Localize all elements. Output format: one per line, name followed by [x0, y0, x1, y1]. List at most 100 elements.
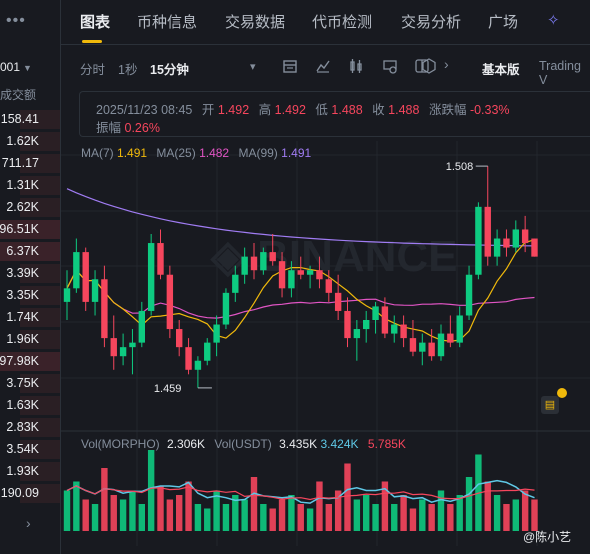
active-tab-indicator [82, 40, 102, 43]
turnover-header: 成交额 [0, 88, 37, 102]
vol-ma2-line [66, 485, 535, 501]
volume-bar [456, 495, 463, 531]
candle-body [101, 279, 108, 339]
close-label: 收 [372, 103, 385, 117]
indicator-settings-icon[interactable] [381, 57, 399, 75]
turnover-value: 3.35K [6, 288, 39, 302]
turnover-row[interactable]: 2.62K [0, 197, 60, 218]
turnover-row[interactable]: 1.63K [0, 395, 60, 416]
tab-token-info[interactable]: 币种信息 [137, 14, 198, 31]
chevron-right-icon[interactable]: › [26, 515, 31, 531]
volume-legend: Vol(MORPHO) 2.306K Vol(USDT) 3.435K 3.42… [81, 437, 406, 451]
candle-body [91, 279, 99, 302]
turnover-row[interactable]: 97.98K [0, 351, 60, 372]
turnover-row[interactable]: 1.96K [0, 329, 60, 350]
turnover-row-bg [0, 220, 60, 239]
turnover-row-bg [0, 242, 60, 261]
turnover-row[interactable]: 1.93K [0, 461, 60, 482]
candle-body [325, 279, 332, 293]
turnover-value: 1.62K [6, 134, 39, 148]
tradingview-toggle[interactable]: Trading V [539, 59, 581, 87]
turnover-row[interactable]: 3.54K [0, 439, 60, 460]
volume-bar [204, 508, 211, 531]
candle-body [521, 229, 529, 244]
chart-toolbar: 分时 1秒 15分钟 ▾ › 基本版 Trading V [61, 44, 590, 87]
interval-timeline[interactable]: 分时 [80, 63, 106, 77]
tab-token-check[interactable]: 代币检测 [312, 14, 373, 31]
layout-icon[interactable] [413, 57, 431, 75]
candle-body [456, 315, 463, 343]
line-chart-icon[interactable] [314, 57, 332, 75]
tab-square[interactable]: 广场 [488, 14, 519, 31]
interval-dropdown-icon[interactable]: ▾ [250, 61, 256, 73]
turnover-row[interactable]: 96.51K [0, 219, 60, 240]
volume-bar [166, 499, 174, 531]
notification-icon[interactable]: ▤ [541, 396, 559, 414]
turnover-value: 2.62K [6, 200, 39, 214]
turnover-row[interactable]: 1.74K [0, 307, 60, 328]
more-dots-icon[interactable]: ••• [6, 12, 26, 29]
turnover-row[interactable]: 190.09 [0, 483, 60, 504]
volume-bar [297, 504, 304, 531]
turnover-row[interactable]: 1.62K [0, 131, 60, 152]
turnover-value: 96.51K [0, 222, 39, 236]
interval-15m[interactable]: 15分钟 [150, 63, 189, 77]
pair-selector[interactable]: 001 ▼ [0, 60, 32, 74]
amplitude-value: 0.26% [124, 121, 160, 135]
candle-body [222, 292, 230, 325]
volume-bar [147, 450, 155, 531]
turnover-row[interactable]: 3.35K [0, 285, 60, 306]
volume-bar [129, 490, 136, 531]
ohlc-info-panel: 2025/11/23 08:45 开 1.492 高 1.492 低 1.488… [79, 91, 590, 137]
top-nav: 图表 币种信息 交易数据 代币检测 交易分析 广场 [61, 0, 590, 45]
basic-view-toggle[interactable]: 基本版 [482, 63, 520, 77]
vol-usdt-label: Vol(USDT) [214, 437, 272, 451]
chevron-right-icon[interactable]: › [444, 56, 449, 72]
tab-trade-analysis[interactable]: 交易分析 [401, 14, 462, 31]
candle-body [381, 306, 389, 334]
candlestick-icon[interactable] [347, 57, 365, 75]
turnover-row[interactable]: 2.83K [0, 417, 60, 438]
volume-bar [493, 495, 501, 531]
candle-body [232, 274, 239, 293]
candle-body [138, 310, 145, 343]
volume-bar [213, 490, 220, 531]
candle-body [409, 338, 417, 352]
volume-bar [91, 504, 99, 531]
calendar-icon[interactable] [281, 57, 299, 75]
candle-body [157, 243, 164, 275]
turnover-row[interactable]: 3.39K [0, 263, 60, 284]
candle-body [334, 292, 342, 311]
ma25-label: MA(25) [156, 146, 196, 160]
candle-body [419, 342, 426, 352]
turnover-row[interactable]: 3.75K [0, 373, 60, 394]
high-label: 高 [258, 103, 272, 117]
volume-bar [157, 486, 164, 531]
volume-bar [119, 499, 127, 531]
volume-bar [82, 499, 89, 531]
candle-body [63, 288, 71, 302]
candle-body [391, 324, 398, 334]
volume-bar [269, 508, 276, 531]
high-marker-label: 1.508 [446, 161, 474, 173]
tab-chart[interactable]: 图表 [80, 14, 111, 31]
turnover-row-bg [20, 154, 60, 173]
turnover-row[interactable]: 711.17 [0, 153, 60, 174]
ai-sparkle-icon[interactable]: ✧ [547, 12, 560, 29]
turnover-value: 1.63K [6, 398, 39, 412]
interval-1s[interactable]: 1秒 [118, 63, 138, 77]
candle-body [344, 310, 351, 339]
volume-bar [316, 481, 323, 531]
low-marker-label: 1.459 [154, 383, 182, 395]
volume-bar [363, 495, 370, 531]
tab-trade-data[interactable]: 交易数据 [225, 14, 286, 31]
turnover-row[interactable]: 158.41 [0, 109, 60, 130]
candle-body [503, 238, 510, 248]
hexagon-icon[interactable] [420, 57, 438, 75]
turnover-row[interactable]: 1.31K [0, 175, 60, 196]
candle-body [147, 243, 155, 311]
amplitude-label: 振幅 [96, 121, 122, 135]
candle-body [176, 329, 183, 348]
turnover-row[interactable]: 6.37K [0, 241, 60, 262]
